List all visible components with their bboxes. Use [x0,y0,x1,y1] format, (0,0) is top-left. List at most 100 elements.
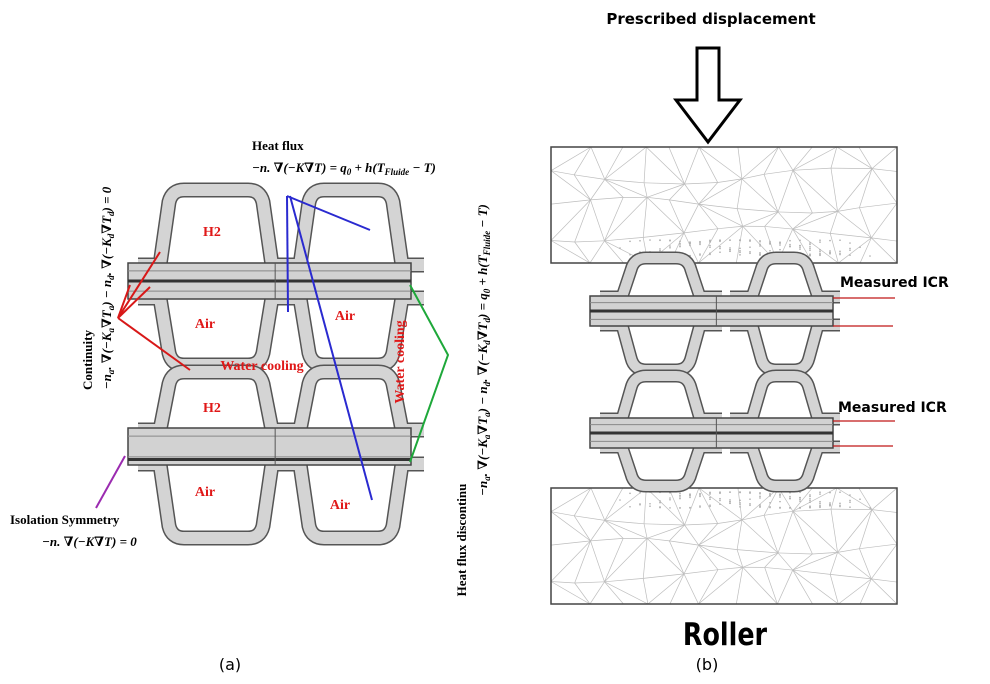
mesh-node [799,248,801,250]
mesh-node [699,244,701,246]
mesh-node [679,243,681,245]
mesh-node [779,501,781,503]
mesh-node [809,242,811,244]
formula-part: −n [99,374,114,389]
formula-part: Fluide [482,231,492,257]
mesh-node [759,497,761,499]
mesh-node [659,500,661,502]
mesh-node [729,501,731,503]
formula-part: + h(T [475,254,490,288]
mesh-node [829,492,831,494]
mesh-node [779,496,781,498]
channel-outline [600,376,722,419]
block [551,488,897,604]
mesh-node [849,242,851,244]
mesh-node [819,493,821,495]
discontinuity-title: Heat flux discontinu [454,484,469,597]
mesh-node [709,498,711,500]
mesh-node [789,240,791,242]
load-label: Prescribed displacement [606,10,815,28]
mesh-node [819,249,821,251]
mesh-node [679,241,681,243]
continuity-line [118,318,190,370]
mesh-node [689,497,691,499]
continuity-title: Continuity [80,330,95,390]
channel-label: Air [335,309,355,324]
isolation-formula: −n. ∇(−K∇T) = 0 [42,534,137,549]
mesh-node [679,496,681,498]
mesh-node [649,505,651,507]
mesh-node [749,504,751,506]
mesh-node [709,245,711,247]
mesh-node [629,241,631,243]
mesh-node [839,254,841,256]
mesh-node [759,244,761,246]
mesh-node [819,252,821,254]
mesh-node [809,253,811,255]
mesh-node [759,506,761,508]
load-arrow [676,48,740,142]
mesh-node [809,244,811,246]
mesh-node [839,491,841,493]
measure-label: Measured ICR [838,400,947,416]
caption-b: (b) [696,655,719,674]
mesh-node [859,498,861,500]
channel [278,464,424,538]
mesh-node [839,506,841,508]
mesh-node [799,497,801,499]
mesh-node [749,492,751,494]
mesh-node [829,252,831,254]
mesh-node [719,251,721,253]
mesh-node [709,246,711,248]
mesh-node [729,491,731,493]
mesh-node [749,252,751,254]
mesh-node [849,494,851,496]
mesh-node [739,504,741,506]
formula-part: −n. ∇(−K∇T) = 0 [42,534,137,549]
mesh-node [659,502,661,504]
mesh-node [669,247,671,249]
mesh-node [739,506,741,508]
mesh-node [769,502,771,504]
mesh-node [719,500,721,502]
mesh-node [769,243,771,245]
mesh-node [849,500,851,502]
formula-part: . ∇(−K [475,438,490,476]
mesh-node [869,255,871,257]
mesh-node [699,253,701,255]
mesh-node [619,499,621,501]
mesh-node [829,504,831,506]
channel [138,298,294,365]
mesh-node [769,507,771,509]
mesh-node [769,242,771,244]
formula-part: − T) [475,204,490,231]
formula-part: + h(T [351,160,385,175]
mesh-node [799,499,801,501]
formula-part: . ∇(−K [99,331,114,369]
mesh-node [679,246,681,248]
channel [138,464,294,538]
mesh-node [809,505,811,507]
mesh-node [799,247,801,249]
panel-b [551,147,897,604]
channel-outline [600,447,722,486]
formula-part: ) = 0 [99,186,114,212]
channel-outline [730,258,840,297]
mesh-node [689,243,691,245]
mesh-node [619,247,621,249]
mesh-node [669,507,671,509]
mesh-node [849,248,851,250]
mesh-node [689,245,691,247]
mesh-node [829,502,831,504]
mesh-node [819,251,821,253]
mesh-node [779,507,781,509]
mesh-node [839,502,841,504]
mesh-node [669,245,671,247]
mesh-node [759,241,761,243]
mesh-node [729,502,731,504]
mesh-node [629,493,631,495]
mesh-node [739,492,741,494]
mesh-node [749,498,751,500]
mesh-node [659,240,661,242]
mesh-node [819,501,821,503]
